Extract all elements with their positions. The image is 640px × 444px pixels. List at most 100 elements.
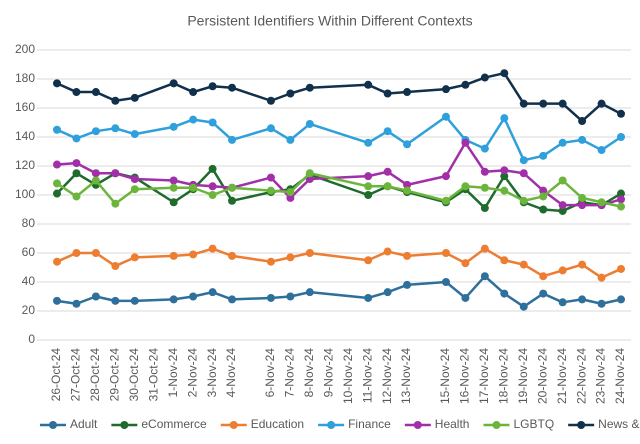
data-point	[558, 138, 567, 147]
data-point	[169, 198, 178, 207]
x-tick-label: 23-Nov-24	[594, 348, 608, 404]
legend-marker	[577, 421, 586, 429]
data-point	[519, 260, 528, 269]
data-point	[53, 296, 61, 305]
data-point	[169, 251, 178, 260]
data-point	[558, 298, 567, 307]
data-point	[578, 201, 587, 210]
data-point	[189, 250, 198, 259]
data-point	[578, 260, 587, 269]
data-point	[403, 280, 412, 289]
data-point	[266, 173, 275, 182]
data-point	[169, 122, 178, 131]
data-point	[500, 114, 509, 123]
y-tick-label: 0	[28, 332, 35, 346]
data-point	[480, 204, 489, 213]
data-point	[519, 196, 528, 205]
data-point	[617, 109, 625, 118]
data-point	[72, 249, 81, 257]
data-point	[91, 127, 100, 136]
data-point	[286, 292, 295, 301]
data-point	[500, 186, 509, 195]
data-point	[169, 183, 178, 192]
data-point	[578, 295, 587, 304]
data-point	[364, 172, 373, 181]
x-tick-label: 8-Nov-24	[302, 348, 316, 398]
data-point	[286, 253, 295, 262]
data-point	[617, 264, 625, 273]
data-point	[558, 266, 567, 275]
data-point	[383, 182, 392, 191]
x-tick-label: 18-Nov-24	[496, 348, 510, 404]
legend-item: Health	[404, 417, 469, 431]
x-tick-label: 20-Nov-24	[535, 348, 549, 404]
data-point	[72, 169, 81, 178]
x-tick-label: 11-Nov-24	[360, 348, 374, 403]
x-tick-label: 30-Oct-24	[127, 348, 141, 402]
legend-marker	[413, 421, 422, 429]
data-point	[597, 198, 606, 207]
legend-marker	[229, 421, 238, 429]
data-point	[578, 193, 587, 202]
data-point	[403, 251, 412, 260]
data-point	[72, 88, 81, 97]
data-point	[91, 169, 100, 178]
x-tick-label: 15-Nov-24	[438, 348, 452, 404]
x-tick-label: 3-Nov-24	[205, 348, 219, 398]
data-point	[480, 272, 489, 281]
y-tick-label: 140	[15, 129, 35, 143]
x-tick-label: 1-Nov-24	[166, 348, 180, 398]
data-point	[461, 80, 470, 89]
data-point	[441, 85, 450, 94]
data-point	[266, 257, 275, 266]
data-point	[208, 244, 217, 253]
legend-label: Education	[251, 417, 304, 431]
x-tick-label: 16-Nov-24	[458, 348, 472, 404]
legend-item: News & Media	[568, 417, 640, 431]
legend-item: LGBTQ	[483, 417, 554, 431]
data-point	[441, 196, 450, 205]
data-point	[111, 199, 120, 208]
data-point	[441, 278, 450, 286]
data-point	[228, 135, 237, 144]
data-point	[539, 186, 548, 195]
data-point	[130, 253, 139, 262]
legend-marker	[492, 421, 501, 429]
legend-label: eCommerce	[141, 417, 207, 431]
data-point	[519, 99, 528, 108]
data-point	[461, 182, 470, 191]
data-point	[597, 299, 606, 308]
data-point	[91, 249, 100, 257]
data-point	[539, 99, 548, 108]
x-tick-label: 31-Oct-24	[146, 348, 160, 402]
data-point	[266, 293, 275, 302]
x-tick-label: 19-Nov-24	[516, 348, 530, 404]
data-point	[364, 191, 373, 199]
data-point	[53, 257, 61, 266]
legend-label: Adult	[70, 417, 98, 431]
x-tick-label: 29-Oct-24	[108, 348, 122, 402]
y-tick-label: 200	[15, 42, 35, 56]
legend-label: Finance	[348, 417, 391, 431]
data-point	[53, 160, 61, 169]
data-point	[111, 169, 120, 178]
data-point	[208, 118, 217, 127]
x-tick-label: 13-Nov-24	[399, 348, 413, 404]
legend-item: Adult	[40, 417, 98, 431]
data-point	[53, 125, 61, 134]
series-line	[56, 115, 622, 162]
data-point	[72, 192, 81, 201]
data-point	[53, 79, 61, 88]
x-tick-label: 17-Nov-24	[477, 348, 491, 404]
data-point	[364, 182, 373, 191]
data-point	[500, 256, 509, 265]
data-point	[305, 169, 314, 178]
data-point	[403, 88, 412, 97]
y-tick-label: 40	[22, 274, 36, 288]
data-point	[500, 69, 509, 78]
data-point	[461, 138, 470, 147]
data-point	[228, 295, 237, 304]
x-tick-label: 21-Nov-24	[555, 348, 569, 404]
data-point	[72, 134, 81, 143]
data-point	[91, 88, 100, 97]
